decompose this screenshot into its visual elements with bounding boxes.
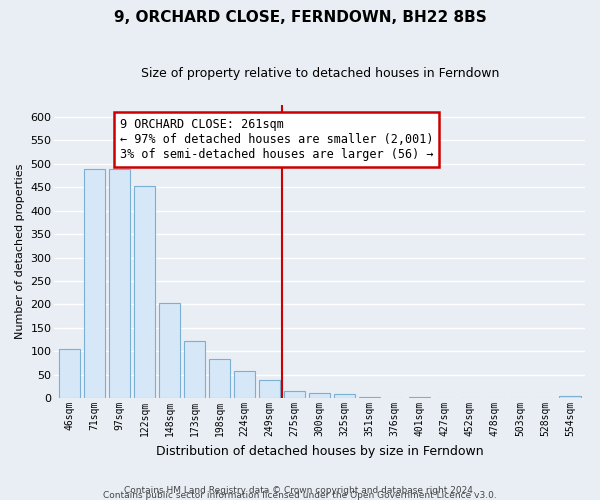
Bar — [134, 186, 155, 398]
Text: 9, ORCHARD CLOSE, FERNDOWN, BH22 8BS: 9, ORCHARD CLOSE, FERNDOWN, BH22 8BS — [113, 10, 487, 25]
Bar — [84, 170, 105, 398]
Bar — [184, 341, 205, 398]
Y-axis label: Number of detached properties: Number of detached properties — [15, 164, 25, 340]
Text: Contains HM Land Registry data © Crown copyright and database right 2024.: Contains HM Land Registry data © Crown c… — [124, 486, 476, 495]
Bar — [259, 380, 280, 398]
Bar — [409, 397, 430, 398]
Text: Contains public sector information licensed under the Open Government Licence v3: Contains public sector information licen… — [103, 490, 497, 500]
Bar — [359, 396, 380, 398]
Bar — [109, 170, 130, 398]
Bar — [59, 349, 80, 398]
Bar — [559, 396, 581, 398]
Bar — [334, 394, 355, 398]
Bar — [159, 304, 180, 398]
Bar — [284, 391, 305, 398]
Bar — [209, 359, 230, 398]
X-axis label: Distribution of detached houses by size in Ferndown: Distribution of detached houses by size … — [156, 444, 484, 458]
Bar — [234, 372, 255, 398]
Text: 9 ORCHARD CLOSE: 261sqm
← 97% of detached houses are smaller (2,001)
3% of semi-: 9 ORCHARD CLOSE: 261sqm ← 97% of detache… — [119, 118, 433, 161]
Title: Size of property relative to detached houses in Ferndown: Size of property relative to detached ho… — [140, 68, 499, 80]
Bar — [309, 392, 331, 398]
